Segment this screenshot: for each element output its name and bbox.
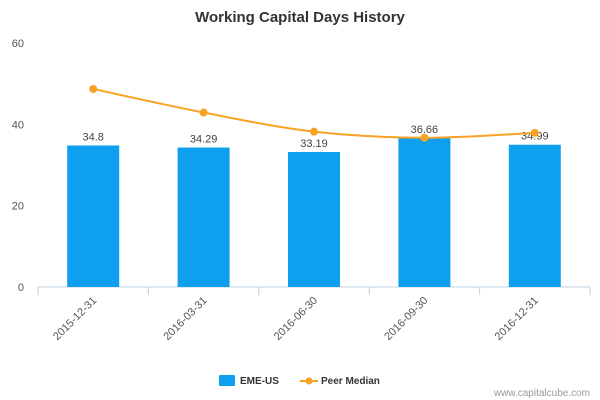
bar	[177, 147, 230, 287]
bar-data-label: 33.19	[300, 138, 328, 150]
x-tick-label: 2016-03-31	[161, 295, 209, 343]
x-tick-label: 2016-09-30	[382, 295, 430, 343]
bar	[288, 152, 340, 287]
bar-series	[67, 137, 561, 287]
x-tick-label: 2016-06-30	[272, 295, 320, 343]
y-tick-label: 40	[12, 119, 24, 131]
y-tick-label: 60	[12, 38, 24, 50]
bar-data-label: 36.66	[411, 124, 439, 136]
x-tick-label: 2015-12-31	[51, 295, 99, 343]
x-axis: 2015-12-31 2016-03-31 2016-06-30 2016-09-30…	[37, 286, 591, 343]
legend-label-peer-median: Peer Median	[321, 376, 380, 387]
bar-data-label: 34.8	[82, 131, 103, 143]
peer-median-point	[310, 127, 318, 136]
legend: EME-US Peer Median	[219, 375, 380, 387]
peer-median-point	[420, 133, 429, 142]
chart-title: Working Capital Days History	[195, 9, 405, 26]
bar	[398, 137, 451, 287]
y-tick-label: 20	[12, 201, 24, 213]
y-tick-label: 0	[18, 282, 24, 294]
bar	[508, 144, 561, 287]
bar	[67, 145, 120, 287]
credit-text: www.capitalcube.com	[493, 388, 590, 399]
peer-median-point	[199, 108, 208, 117]
legend-swatch-eme-us	[219, 375, 235, 386]
peer-median-point	[530, 128, 539, 137]
peer-median-point	[89, 84, 98, 93]
line-series	[89, 84, 539, 142]
y-axis: 0 20 40 60	[12, 38, 24, 294]
legend-label-eme-us: EME-US	[240, 376, 279, 387]
legend-swatch-peer-median-marker	[305, 377, 313, 385]
bar-data-label: 34.29	[190, 134, 218, 146]
x-tick-label: 2016-12-31	[493, 295, 541, 343]
